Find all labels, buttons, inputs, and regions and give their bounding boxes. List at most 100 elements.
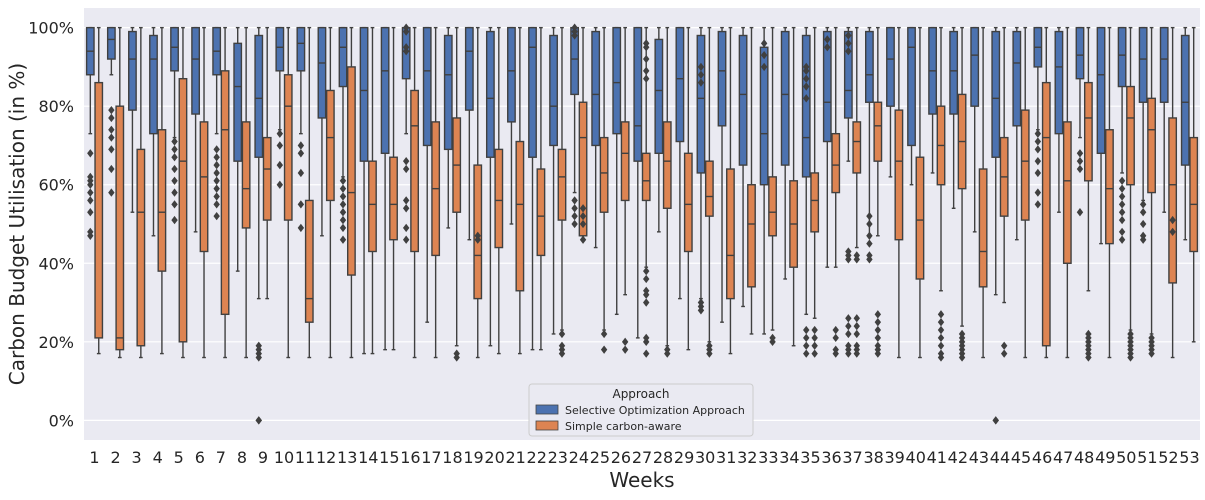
outlier-point: [87, 208, 94, 217]
box-0-44: [1012, 26, 1022, 241]
box-body: [528, 26, 537, 158]
outlier-point: [339, 184, 347, 193]
box-body: [801, 34, 811, 178]
outlier-point: [697, 306, 705, 315]
outlier-point: [339, 200, 347, 209]
outlier-point: [1118, 200, 1126, 209]
outlier-point: [1118, 227, 1126, 237]
outlier-point: [402, 223, 410, 233]
outlier-point: [255, 353, 262, 362]
box-1-30: [726, 26, 735, 355]
outlier-point: [402, 164, 410, 174]
box-1-23: [578, 26, 588, 244]
outlier-point: [697, 62, 705, 72]
box-1-42: [978, 26, 988, 359]
box-body: [507, 26, 516, 123]
x-tick-label: 15: [379, 448, 399, 467]
outlier-point: [213, 211, 220, 221]
x-tick-label: 10: [274, 448, 294, 467]
outlier-point: [1034, 137, 1042, 146]
outlier-point: [108, 188, 115, 197]
box-body: [1054, 30, 1064, 135]
box-body: [241, 121, 251, 229]
box-body: [599, 136, 609, 213]
box-body: [675, 26, 685, 143]
y-tick-label: 100%: [28, 19, 74, 38]
box-1-0: [94, 26, 104, 355]
outlier-point: [1076, 149, 1084, 158]
box-0-22: [549, 26, 558, 335]
box-body: [191, 26, 201, 115]
box-1-12: [347, 26, 356, 359]
x-tick-label: 32: [737, 448, 757, 467]
y-tick-label: 0%: [49, 411, 74, 430]
outlier-point: [760, 62, 768, 72]
outlier-point: [1000, 349, 1008, 358]
outlier-point: [297, 149, 305, 158]
outlier-point: [171, 137, 178, 146]
x-tick-label: 35: [800, 448, 820, 467]
outlier-point: [453, 353, 460, 362]
box-0-46: [1054, 26, 1064, 213]
box-1-8: [262, 26, 272, 300]
outlier-point: [803, 333, 810, 343]
outlier-point: [1076, 157, 1084, 166]
box-1-16: [431, 26, 441, 359]
outlier-point: [171, 176, 178, 185]
outlier-point: [402, 157, 410, 166]
x-tick-label: 16: [400, 448, 420, 467]
outlier-point: [803, 66, 810, 75]
outlier-point: [1034, 129, 1042, 138]
outlier-point: [706, 349, 713, 358]
box-body: [283, 74, 293, 221]
x-tick-label: 5: [174, 448, 184, 467]
outlier-point: [1118, 208, 1126, 217]
outlier-point: [402, 47, 410, 56]
box-1-14: [389, 26, 398, 351]
outlier-point: [803, 74, 810, 83]
box-1-31: [747, 26, 756, 335]
box-1-35: [831, 26, 841, 358]
outlier-point: [845, 314, 852, 323]
box-body: [325, 89, 335, 202]
outlier-point: [571, 196, 578, 205]
outlier-point: [803, 94, 810, 103]
x-tick-label: 37: [842, 448, 862, 467]
outlier-point: [803, 325, 810, 335]
outlier-point: [402, 196, 410, 205]
y-tick-label: 80%: [38, 97, 74, 116]
x-tick-label: 7: [216, 448, 226, 467]
outlier-point: [866, 219, 873, 229]
box-body: [747, 184, 756, 288]
outlier-point: [769, 337, 776, 346]
x-tick-label: 29: [674, 448, 694, 467]
box-0-50: [1138, 26, 1148, 244]
box-0-36: [843, 26, 853, 358]
x-tick-label: 1: [89, 448, 99, 467]
box-1-9: [283, 26, 293, 359]
outlier-point: [1118, 176, 1126, 185]
x-tick-label: 4: [153, 448, 163, 467]
outlier-point: [600, 345, 608, 354]
x-tick-label: 3: [132, 448, 142, 467]
outlier-point: [571, 211, 578, 221]
outlier-point: [1076, 208, 1084, 217]
outlier-point: [600, 329, 608, 339]
box-1-2: [136, 26, 146, 359]
box-1-21: [536, 26, 546, 351]
legend-swatch-selective: [535, 404, 559, 415]
outlier-point: [866, 255, 873, 264]
box-body: [1180, 34, 1190, 166]
outlier-point: [937, 318, 945, 327]
box-body: [233, 42, 243, 162]
outlier-point: [832, 325, 839, 335]
outlier-point: [1118, 192, 1126, 201]
outlier-point: [213, 200, 220, 209]
box-0-18: [464, 26, 474, 241]
x-tick-label: 20: [484, 448, 504, 467]
outlier-point: [402, 27, 410, 36]
box-1-44: [1020, 26, 1030, 359]
outlier-point: [213, 184, 220, 193]
outlier-point: [571, 219, 578, 229]
